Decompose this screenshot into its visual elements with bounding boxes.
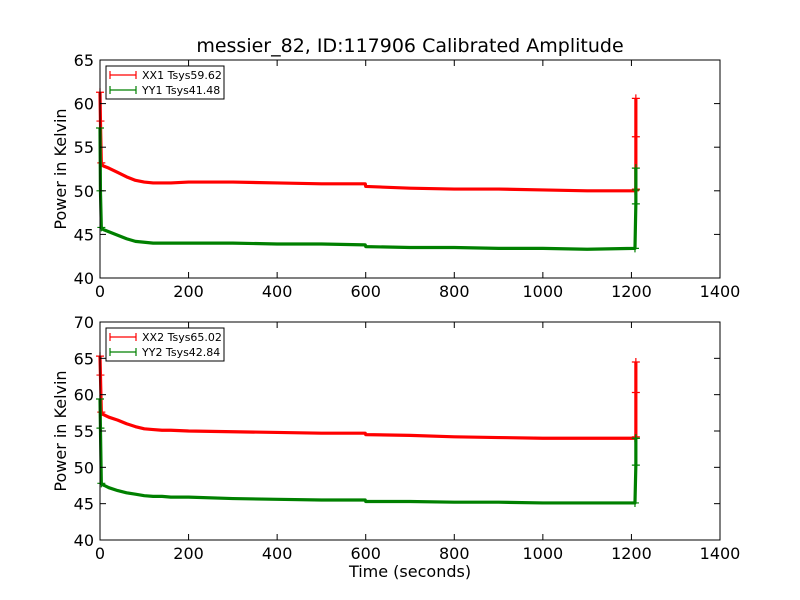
legend-label: XX2 Tsys65.02 (142, 331, 222, 344)
y-tick-label: 40 (74, 269, 94, 288)
x-tick-label: 200 (173, 282, 204, 301)
data-point (631, 94, 640, 103)
series-line (98, 356, 638, 440)
series-line (98, 399, 638, 505)
y-axis-label: Power in Kelvin (51, 370, 70, 491)
legend-box (105, 327, 225, 362)
legend-label: YY2 Tsys42.84 (141, 346, 220, 359)
y-tick-label: 65 (74, 349, 94, 368)
x-tick-label: 400 (262, 282, 293, 301)
y-axis-label: Power in Kelvin (51, 108, 70, 229)
data-point (631, 199, 640, 208)
x-tick-label: 800 (439, 282, 470, 301)
series-line (98, 92, 638, 193)
data-point (631, 164, 640, 173)
series-2 (96, 395, 640, 507)
x-tick-label: 0 (95, 544, 105, 563)
x-tick-label: 800 (439, 544, 470, 563)
legend: XX1 Tsys59.62 YY1 Tsys41.48 (105, 65, 225, 100)
x-tick-label: 1000 (522, 282, 563, 301)
data-point (97, 223, 106, 232)
x-axis-label: Time (seconds) (348, 562, 471, 581)
y-tick-label: 60 (74, 386, 94, 405)
y-tick-label: 55 (74, 138, 94, 157)
y-tick-label: 70 (74, 313, 94, 332)
data-point (631, 461, 640, 470)
x-tick-label: 600 (350, 282, 381, 301)
y-tick-label: 40 (74, 531, 94, 550)
legend-label: XX1 Tsys59.62 (142, 69, 222, 82)
legend-marker (109, 71, 137, 79)
data-point (97, 479, 106, 488)
series-1 (96, 88, 640, 195)
data-point (631, 357, 640, 366)
chart-title: messier_82, ID:117906 Calibrated Amplitu… (196, 35, 623, 57)
data-point (631, 434, 640, 443)
data-point (631, 132, 640, 141)
chart-panel-1: 0 200 400 600 800 1000 1200 1400 40 45 50 55 60 65 mes… (51, 35, 740, 301)
y-tick-label: 45 (74, 495, 94, 514)
legend-box (105, 65, 225, 100)
x-tick-label: 600 (350, 544, 381, 563)
legend: XX2 Tsys65.02 YY2 Tsys42.84 (105, 327, 225, 362)
series-2 (96, 124, 640, 253)
data-point (630, 244, 639, 253)
plot-frame (99, 59, 721, 279)
y-tick-label: 50 (74, 182, 94, 201)
x-tick-label: 400 (262, 544, 293, 563)
y-tick-label: 50 (74, 458, 94, 477)
y-tick-label: 60 (74, 95, 94, 114)
legend-marker (109, 86, 137, 94)
x-tick-label: 1200 (611, 282, 652, 301)
y-tick-label: 55 (74, 422, 94, 441)
legend-marker (109, 348, 137, 356)
legend-label: YY1 Tsys41.48 (141, 84, 220, 97)
x-tick-label: 0 (95, 282, 105, 301)
series-line (98, 128, 638, 251)
data-point (630, 498, 639, 507)
y-tick-label: 65 (74, 51, 94, 70)
x-tick-label: 200 (173, 544, 204, 563)
legend-marker (109, 333, 137, 341)
series-1 (96, 352, 640, 443)
x-tick-label: 1400 (700, 544, 741, 563)
x-tick-label: 1200 (611, 544, 652, 563)
data-point (631, 185, 640, 194)
y-tick-label: 45 (74, 225, 94, 244)
x-tick-label: 1000 (522, 544, 563, 563)
chart-panel-2: 0 200 400 600 800 1000 1200 1400 40 45 50 55 60 65 70 P… (51, 313, 740, 581)
data-point (631, 388, 640, 397)
x-tick-label: 1400 (700, 282, 741, 301)
